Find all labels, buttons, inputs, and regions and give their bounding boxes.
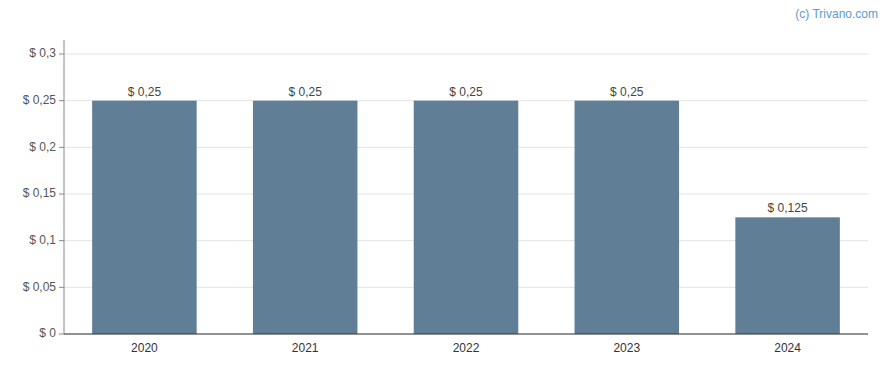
data-labels: $ 0,25 $ 0,25 $ 0,25 $ 0,25 $ 0,125 <box>128 85 808 216</box>
y-tick <box>59 334 64 335</box>
data-label: $ 0,25 <box>128 85 162 99</box>
y-tick <box>59 287 64 288</box>
y-tick-label: $ 0,3 <box>29 46 56 60</box>
bar <box>735 217 840 334</box>
y-tick <box>59 54 64 55</box>
y-tick <box>59 194 64 195</box>
x-tick-label: 2020 <box>131 341 158 355</box>
x-axis: 2020 2021 2022 2023 2024 <box>64 334 868 355</box>
y-tick <box>59 240 64 241</box>
y-tick-label: $ 0,25 <box>23 93 57 107</box>
bar <box>92 101 197 334</box>
grid-line <box>64 334 868 335</box>
y-axis-line <box>64 40 65 334</box>
grid-line <box>64 54 868 55</box>
y-axis: $ 0 $ 0,05 $ 0,1 $ 0,15 $ 0,2 $ 0,25 $ 0,3 <box>23 40 64 340</box>
x-tick-label: 2024 <box>774 341 801 355</box>
y-tick-label: $ 0,1 <box>29 233 56 247</box>
annotation: (c) Trivano.com <box>795 7 878 21</box>
grid <box>64 54 868 334</box>
bar <box>414 101 519 334</box>
chart: $ 0 $ 0,05 $ 0,1 $ 0,15 $ 0,2 $ 0,25 $ 0,3 $ 0,… <box>0 0 888 370</box>
x-tick-label: 2022 <box>453 341 480 355</box>
y-tick-label: $ 0,05 <box>23 280 57 294</box>
bar <box>575 101 680 334</box>
data-label: $ 0,25 <box>449 85 483 99</box>
data-label: $ 0,25 <box>289 85 323 99</box>
bars <box>92 101 840 334</box>
x-axis-line <box>64 334 868 335</box>
y-tick <box>59 100 64 101</box>
bar <box>253 101 358 334</box>
y-tick-label: $ 0 <box>39 326 56 340</box>
page: {"chart_data": {"type": "bar", "annotati… <box>0 0 888 370</box>
y-tick-label: $ 0,2 <box>29 140 56 154</box>
x-tick-label: 2021 <box>292 341 319 355</box>
data-label: $ 0,25 <box>610 85 644 99</box>
y-tick <box>59 147 64 148</box>
y-tick-label: $ 0,15 <box>23 186 57 200</box>
data-label: $ 0,125 <box>768 201 808 215</box>
x-tick-label: 2023 <box>613 341 640 355</box>
